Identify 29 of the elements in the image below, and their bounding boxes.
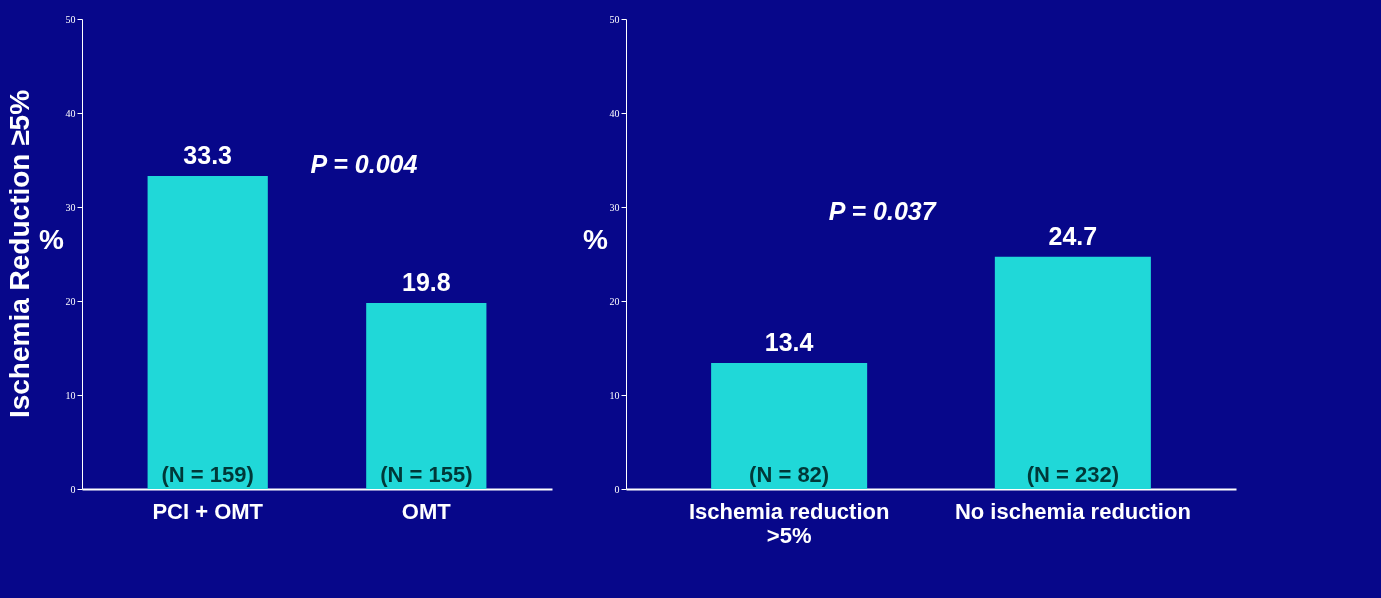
y-axis-title: % bbox=[583, 223, 609, 255]
y-tick-label: 10 bbox=[65, 389, 76, 401]
x-tick-label: No ischemia reduction bbox=[954, 498, 1191, 524]
y-tick-label: 20 bbox=[609, 295, 620, 307]
data-label: 13.4 bbox=[764, 328, 814, 357]
y-tick-label: 30 bbox=[65, 201, 76, 213]
annotation: (N = 232) bbox=[1026, 462, 1120, 487]
annotation: (N = 155) bbox=[380, 462, 473, 487]
y-axis-title: % bbox=[39, 223, 65, 255]
y-tick-label: 50 bbox=[609, 13, 620, 25]
y-tick-label: 0 bbox=[70, 483, 76, 495]
x-tick-label: PCI + OMT bbox=[152, 498, 264, 524]
x-tick-label: Ischemia reduction >5% bbox=[688, 498, 890, 548]
y-tick-label: 50 bbox=[65, 13, 76, 25]
annotation: P = 0.037 bbox=[828, 196, 937, 225]
y-tick-label: 20 bbox=[65, 295, 76, 307]
data-label: 24.7 bbox=[1048, 221, 1098, 250]
data-label: 19.8 bbox=[401, 267, 451, 296]
y-tick-label: 40 bbox=[65, 107, 76, 119]
annotation: (N = 82) bbox=[749, 462, 830, 487]
y-tick-label: 0 bbox=[614, 483, 620, 495]
annotation: P = 0.004 bbox=[310, 149, 418, 178]
y-tick-label: 30 bbox=[609, 201, 620, 213]
y-tick-label: 40 bbox=[609, 107, 620, 119]
y-tick-label: 10 bbox=[609, 389, 620, 401]
x-tick-label: OMT bbox=[401, 498, 452, 524]
annotation: (N = 159) bbox=[161, 462, 254, 487]
data-label: 33.3 bbox=[183, 140, 233, 169]
text: Ischemia Reduction ≥5% bbox=[3, 89, 35, 419]
